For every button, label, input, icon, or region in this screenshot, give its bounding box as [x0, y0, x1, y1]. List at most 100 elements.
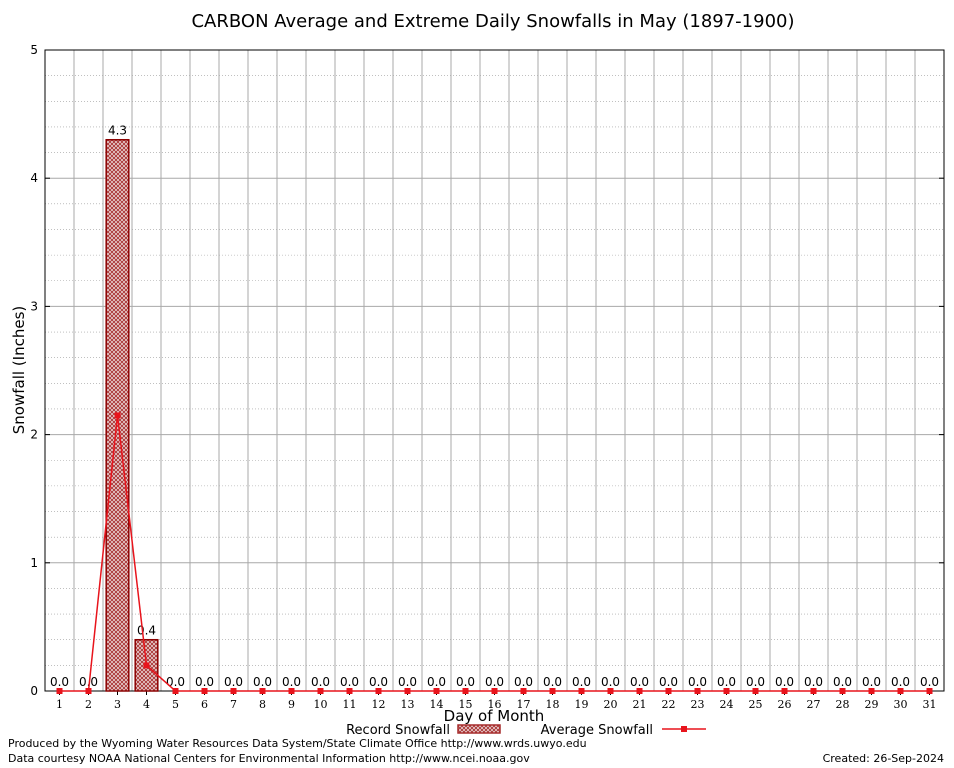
average-point — [230, 688, 237, 694]
x-tick-label: 31 — [923, 698, 937, 711]
average-point — [636, 688, 643, 694]
average-point — [346, 688, 353, 694]
grid-lines — [45, 49, 944, 692]
x-tick-label: 15 — [459, 698, 473, 711]
bar-value-label: 0.0 — [891, 675, 910, 689]
bar-value-label: 0.0 — [746, 675, 765, 689]
x-axis-label: Day of Month — [444, 707, 545, 725]
x-tick-label: 19 — [575, 698, 589, 711]
x-tick-label: 2 — [85, 698, 92, 711]
average-point — [897, 688, 904, 694]
average-line — [56, 412, 933, 694]
average-point — [375, 688, 382, 694]
x-tick-label: 8 — [259, 698, 266, 711]
average-point — [520, 688, 527, 694]
bar-value-label: 0.0 — [224, 675, 243, 689]
average-point — [578, 688, 585, 694]
average-point — [752, 688, 759, 694]
legend-record-label: Record Snowfall — [346, 723, 450, 738]
bar-value-label: 0.0 — [601, 675, 620, 689]
average-point — [549, 688, 556, 694]
x-tick-label: 29 — [865, 698, 879, 711]
x-tick-label: 11 — [343, 698, 357, 711]
average-point — [404, 688, 411, 694]
bar-value-label: 0.0 — [920, 675, 939, 689]
bar-value-label: 0.0 — [717, 675, 736, 689]
average-point — [143, 662, 150, 669]
average-point — [607, 688, 614, 694]
y-tick-label: 0 — [30, 684, 38, 698]
x-tick-label: 18 — [546, 698, 560, 711]
bar-value-label: 0.0 — [311, 675, 330, 689]
bar-value-label: 0.0 — [514, 675, 533, 689]
average-point — [172, 688, 179, 694]
y-tick-label: 3 — [30, 299, 38, 313]
bar-value-label: 0.0 — [833, 675, 852, 689]
x-tick-label: 9 — [288, 698, 295, 711]
x-axis: 1 2 3 4 5 6 7 8 9 10 11 12 13 14 15 16 17 18 19 20 21 22 23 24 2… — [56, 691, 937, 711]
bar-value-label: 0.0 — [456, 675, 475, 689]
y-axis: 0 1 2 3 4 5 — [30, 43, 944, 698]
x-tick-label: 7 — [230, 698, 237, 711]
bar-value-label: 0.0 — [398, 675, 417, 689]
average-point — [694, 688, 701, 694]
bar-value-label: 0.0 — [543, 675, 562, 689]
x-tick-label: 20 — [604, 698, 618, 711]
average-point — [85, 688, 92, 694]
bar-value-label: 0.0 — [862, 675, 881, 689]
chart-title: CARBON Average and Extreme Daily Snowfal… — [191, 11, 794, 32]
bar-value-label: 0.0 — [427, 675, 446, 689]
x-tick-label: 22 — [662, 698, 676, 711]
bar-value-label: 0.0 — [79, 675, 98, 689]
bar-value-label: 0.0 — [50, 675, 69, 689]
average-point — [462, 688, 469, 694]
bar-value-label: 0.0 — [282, 675, 301, 689]
legend-record-swatch — [457, 724, 501, 734]
average-point — [259, 688, 266, 694]
footer-data-courtesy: Data courtesy NOAA National Centers for … — [8, 752, 530, 765]
x-tick-label: 3 — [114, 698, 121, 711]
x-tick-label: 14 — [430, 698, 444, 711]
x-tick-label: 16 — [488, 698, 502, 711]
x-tick-label: 30 — [894, 698, 908, 711]
x-tick-label: 4 — [143, 698, 150, 711]
average-point — [665, 688, 672, 694]
x-tick-label: 10 — [314, 698, 328, 711]
bar-value-label: 0.0 — [804, 675, 823, 689]
x-tick-label: 1 — [56, 698, 63, 711]
average-point — [433, 688, 440, 694]
y-tick-label: 2 — [30, 428, 38, 442]
x-tick-label: 27 — [807, 698, 821, 711]
bar-value-label: 0.0 — [485, 675, 504, 689]
average-point — [317, 688, 324, 694]
x-tick-label: 26 — [778, 698, 792, 711]
bar-value-label: 0.4 — [137, 624, 156, 638]
bar-value-label: 0.0 — [688, 675, 707, 689]
legend: Record Snowfall Average Snowfall — [346, 723, 706, 738]
bar-value-label: 0.0 — [659, 675, 678, 689]
x-tick-label: 13 — [401, 698, 415, 711]
bar-value-label: 0.0 — [253, 675, 272, 689]
y-tick-label: 4 — [30, 171, 38, 185]
y-tick-label: 1 — [30, 556, 38, 570]
x-tick-label: 17 — [517, 698, 531, 711]
bar-value-label: 0.0 — [369, 675, 388, 689]
bar-value-label: 0.0 — [630, 675, 649, 689]
footer-created: Created: 26-Sep-2024 — [822, 752, 944, 765]
average-point — [868, 688, 875, 694]
average-point — [926, 688, 933, 694]
bar-value-labels: 0.0 0.0 4.3 0.4 0.0 0.0 0.0 0.0 0.0 0.0 0.0 0.0 0.0 0… — [50, 124, 939, 689]
x-tick-label: 12 — [372, 698, 386, 711]
average-point — [491, 688, 498, 694]
average-point — [201, 688, 208, 694]
x-tick-label: 6 — [201, 698, 208, 711]
bar-value-label: 0.0 — [775, 675, 794, 689]
bar-value-label: 0.0 — [572, 675, 591, 689]
average-point — [810, 688, 817, 694]
y-tick-label: 5 — [30, 43, 38, 57]
bar-value-label: 4.3 — [108, 124, 127, 138]
bar-value-label: 0.0 — [166, 675, 185, 689]
legend-average-label: Average Snowfall — [541, 723, 653, 738]
average-point — [723, 688, 730, 694]
